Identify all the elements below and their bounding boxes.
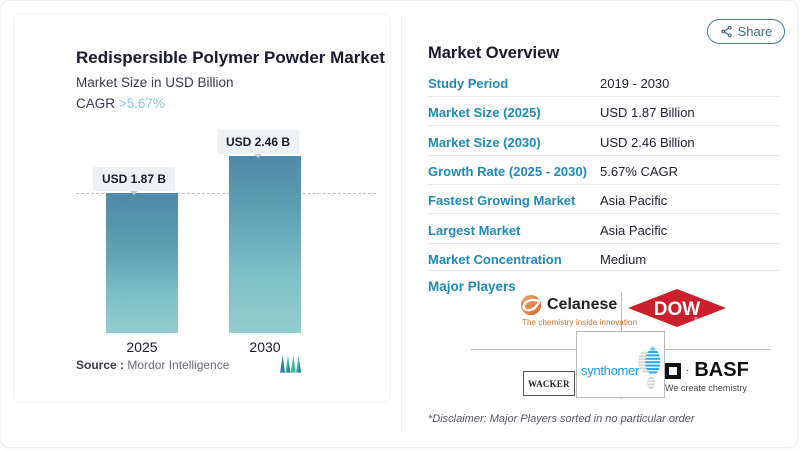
svg-text:®: ® <box>694 316 698 323</box>
